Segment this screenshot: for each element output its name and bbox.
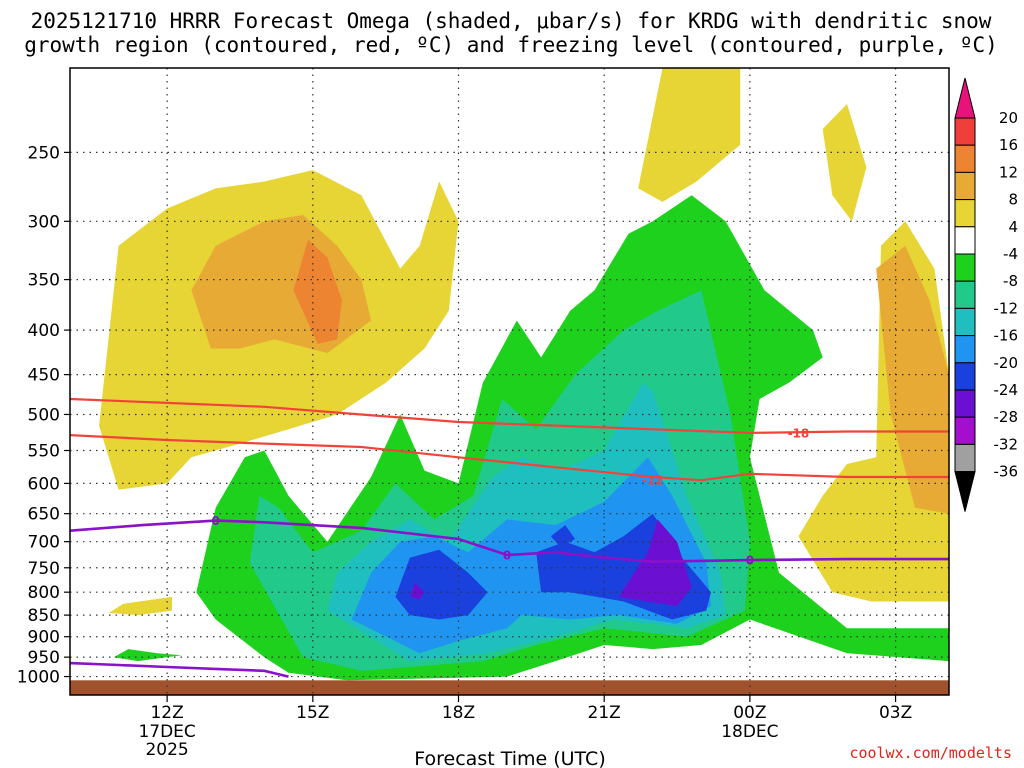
contour-label-4: 0 [746,554,754,568]
x-axis-label: Forecast Time (UTC) [414,748,605,768]
y-tick-label-950: 950 [28,648,60,668]
x-tick-label-12Z: 12Z [150,703,183,723]
colorbar-seg-11 [954,389,976,418]
x-tick-label-15Z: 15Z [296,703,329,723]
colorbar-label-10: -24 [994,381,1019,399]
omega-region-3 [638,68,741,202]
colorbar-label-6: -8 [1003,272,1018,290]
colorbar-seg-4 [954,199,976,228]
x-tick-label-00Z: 00Z [733,703,766,723]
chart-title-line1: 2025121710 HRRR Forecast Omega (shaded, … [31,9,992,33]
y-tick-label-750: 750 [28,559,60,579]
colorbar-top-arrow [954,77,976,119]
colorbar-label-2: 12 [999,163,1018,181]
colorbar-label-1: 16 [999,136,1018,154]
omega-region-15 [409,582,425,600]
y-tick-label-900: 900 [28,628,60,648]
colorbar-bottom-arrow [954,471,976,512]
plot-frame [69,67,950,696]
contour-label-3: 0 [503,548,511,562]
omega-region-16 [113,649,182,662]
y-tick-label-300: 300 [28,212,60,232]
x-tick-label-18Z: 18Z [442,703,475,723]
colorbar-seg-12 [954,416,976,445]
colorbar-label-4: 4 [1008,218,1018,236]
contour-label-0: -18 [788,426,810,440]
colorbar-label-3: 8 [1008,191,1018,209]
colorbar-label-13: -36 [994,463,1019,481]
colorbar-seg-10 [954,362,976,391]
omega-region-17 [108,596,172,616]
x-tick-label-03Z: 03Z [879,703,912,723]
y-tick-label-1000: 1000 [17,668,60,688]
omega-region-4 [822,104,867,222]
colorbar-seg-5 [954,226,976,255]
colorbar-seg-13 [954,443,976,473]
colorbar-label-0: 20 [999,109,1018,127]
omega-shading [99,68,949,681]
y-tick-label-250: 250 [28,143,60,163]
y-tick-label-400: 400 [28,321,60,341]
ground-layer [70,680,949,695]
omega-region-6 [876,245,949,514]
contour-label-2: 0 [212,514,220,528]
x-tick-label-21Z: 21Z [588,703,621,723]
credit-text: coolwx.com/modelts [849,744,1012,762]
colorbar-label-7: -12 [994,299,1019,317]
omega-region-13 [550,525,576,548]
colorbar-label-9: -20 [994,354,1019,372]
y-tick-label-500: 500 [28,405,60,425]
y-tick-label-350: 350 [28,271,60,291]
colorbar-label-12: -32 [994,435,1019,453]
omega-region-11 [395,549,488,620]
x-tick-sublabel-00Z-0: 18DEC [721,722,778,742]
colorbar-seg-9 [954,335,976,364]
colorbar-seg-2 [954,144,976,173]
colorbar-seg-3 [954,171,976,201]
y-tick-label-550: 550 [28,442,60,462]
ground-band [70,680,949,695]
y-tick-label-850: 850 [28,606,60,626]
colorbar-label-11: -28 [994,408,1019,426]
colorbar-seg-6 [954,253,976,282]
y-tick-label-450: 450 [28,366,60,386]
contour-line-2 [70,519,949,564]
omega-region-2 [293,239,342,344]
colorbar: 20 16 12 8 4 -4 -8 -12 -16 -20 -24 -28 -32 -36 [954,77,1019,512]
colorbar-seg-7 [954,280,976,309]
y-tick-label-600: 600 [28,474,60,494]
colorbar-label-5: -4 [1003,245,1018,263]
y-tick-label-650: 650 [28,505,60,525]
x-tick-sublabel-12Z-1: 2025 [145,740,188,760]
contour-line-1 [70,434,949,482]
contour-label-1: -12 [642,474,664,488]
contour-line-3 [70,661,289,678]
y-tick-label-800: 800 [28,583,60,603]
colorbar-seg-1 [954,117,976,146]
chart-title-line2: growth region (contoured, red, ºC) and f… [24,33,998,57]
y-tick-label-700: 700 [28,533,60,553]
colorbar-label-8: -16 [994,327,1019,345]
x-tick-sublabel-12Z-0: 17DEC [138,722,195,742]
colorbar-seg-8 [954,307,976,337]
y-axis-ticks: 2503003504004505005506006507007508008509… [17,143,70,688]
contour-lines: -18 -12 0 0 0 [70,397,949,678]
contour-line-0 [70,397,949,435]
grid-lines [70,68,949,695]
